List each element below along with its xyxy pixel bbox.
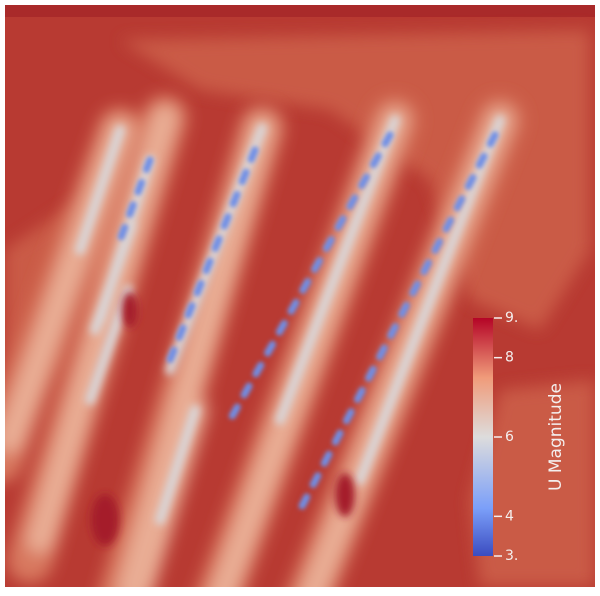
chart: U Magnitude 9. 8 6 4 3.: [0, 0, 600, 592]
colorbar-tick-label: 6: [505, 429, 514, 445]
colorbar-tick-label: 3.: [505, 548, 518, 564]
colorbar-title: U Magnitude: [546, 383, 566, 491]
colorbar-tick-label: 4: [505, 508, 514, 524]
colorbar-tick-label: 9.: [505, 310, 518, 326]
colorbar-tick-label: 8: [505, 350, 514, 366]
colorbar: [473, 318, 493, 556]
field: [0, 5, 595, 592]
